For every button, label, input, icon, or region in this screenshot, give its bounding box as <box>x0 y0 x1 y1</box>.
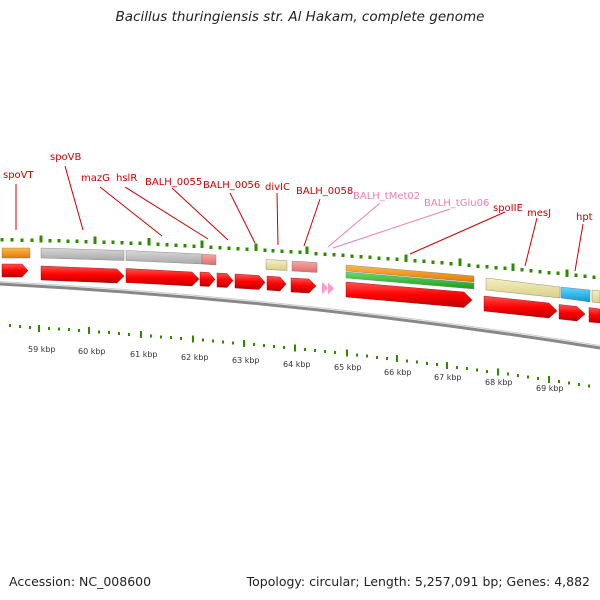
scale-label: 67 kbp <box>434 373 462 382</box>
leader-tGlu06 <box>332 208 451 249</box>
lower-tick-row <box>9 324 590 388</box>
feature-divIC-bar <box>265 259 288 271</box>
feature-mazG-bar <box>125 250 203 265</box>
accession-text: Accession: NC_008600 <box>9 574 152 589</box>
trna-tMet02-marker <box>322 282 328 294</box>
gene-label-mesJ: mesJ <box>527 208 551 219</box>
feature-spoIIE-green <box>345 271 475 290</box>
scale-label: 65 kbp <box>334 363 362 372</box>
cds-hpt <box>558 304 586 322</box>
gene-label-spoIIE: spoIIE <box>493 203 523 214</box>
leader-divIC <box>276 192 279 246</box>
cds-spoVB <box>40 265 125 284</box>
leader-hslR <box>124 186 209 240</box>
label-leaders <box>15 165 584 272</box>
leader-BALH0058 <box>303 198 321 247</box>
map-title: Bacillus thuringiensis str. Al Hakam, co… <box>115 9 485 25</box>
upper-tick-row <box>0 235 596 279</box>
scale-label: 61 kbp <box>130 350 158 359</box>
gene-label-hslR: hslR <box>116 173 137 184</box>
cds-divIC <box>266 275 287 292</box>
feature-mesJ-bar <box>485 277 561 299</box>
leader-spoVB <box>64 165 84 231</box>
feature-spoVB-bar <box>40 247 125 261</box>
trna-markers <box>322 282 334 295</box>
gene-label-BALH0056: BALH_0056 <box>203 180 260 191</box>
gene-label-spoVT: spoVT <box>3 170 35 181</box>
scale-label: 64 kbp <box>283 360 311 369</box>
cds-BALH0058 <box>290 277 317 294</box>
cds-BALH0055 <box>216 272 234 288</box>
cds-arrows <box>1 263 600 324</box>
cds-spoVT <box>1 263 29 278</box>
feature-spoIIE-orange <box>345 264 475 283</box>
leader-BALH0056 <box>229 192 256 244</box>
gene-label-spoVB: spoVB <box>50 152 82 163</box>
leader-BALH0055 <box>171 187 229 241</box>
leader-spoIIE <box>409 211 506 255</box>
genome-backbone <box>0 282 600 350</box>
leader-mesJ <box>524 217 538 267</box>
cds-mesJ <box>483 295 558 319</box>
gene-label-BALH0058: BALH_0058 <box>296 186 353 197</box>
feature-hpt-bar <box>560 286 591 303</box>
scale-label: 62 kbp <box>181 353 209 362</box>
scale-label: 68 kbp <box>485 378 513 387</box>
trna-tGlu06-marker <box>328 282 334 295</box>
topology-text: Topology: circular; Length: 5,257,091 bp… <box>246 574 590 589</box>
gene-label-hpt: hpt <box>576 212 593 223</box>
trna-label-tGlu06: BALH_tGlu06 <box>424 198 489 209</box>
cds-BALH0056 <box>234 273 266 290</box>
leader-mazG <box>99 186 163 237</box>
upper-strand-features <box>1 247 600 304</box>
cds-mazG <box>125 268 200 287</box>
scale-label: 59 kbp <box>28 345 56 354</box>
cds-spoIIE <box>345 281 473 308</box>
gene-label-divIC: divIC <box>265 182 290 193</box>
trna-leaders <box>327 202 451 249</box>
feature-spoVT-bar <box>1 247 31 259</box>
scale-label: 66 kbp <box>384 368 412 377</box>
gene-label-mazG: mazG <box>81 173 110 184</box>
leader-tMet02 <box>327 202 381 248</box>
feature-next-bar <box>591 289 600 304</box>
scale-label: 69 kbp <box>536 384 564 393</box>
gene-labels: spoVT spoVB mazG hslR BALH_0055 BALH_005… <box>3 152 593 223</box>
feature-hslR-bar <box>201 253 217 266</box>
gene-label-BALH0055: BALH_0055 <box>145 177 202 188</box>
feature-BALH0058-bar <box>291 260 318 273</box>
scale-label: 60 kbp <box>78 347 106 356</box>
leader-hpt <box>574 223 584 272</box>
trna-label-tMet02: BALH_tMet02 <box>353 191 420 202</box>
scale-label: 63 kbp <box>232 356 260 365</box>
scale-labels: 59 kbp 60 kbp 61 kbp 62 kbp 63 kbp 64 kb… <box>28 345 564 393</box>
cds-hslR <box>199 271 216 287</box>
cds-next <box>588 307 600 324</box>
